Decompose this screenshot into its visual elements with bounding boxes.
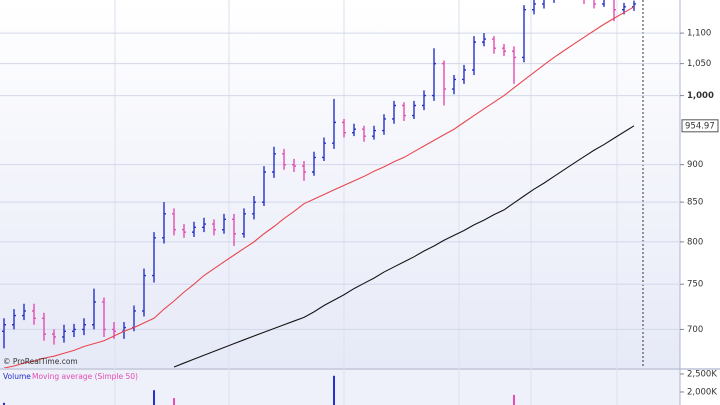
- y-tick-label: 1,100: [687, 29, 711, 39]
- volume-plot: [3, 375, 515, 405]
- ohlc-bar: [172, 208, 176, 236]
- ohlc-bar: [402, 102, 406, 121]
- ohlc-bar: [162, 202, 166, 244]
- ohlc-bar: [62, 324, 66, 343]
- ohlc-bar: [593, 0, 596, 9]
- ohlc-bar: [252, 196, 256, 220]
- volume-bar: [3, 402, 5, 405]
- ohlc-bar: [42, 312, 46, 341]
- ohlc-bar: [602, 0, 605, 7]
- ohlc-bar: [553, 0, 555, 3]
- ohlc-bar: [382, 114, 386, 135]
- credit: © ProRealTime.com: [3, 357, 78, 366]
- ohlc-bar: [482, 33, 486, 47]
- moving-average-line: [173, 125, 635, 368]
- ohlc-bar: [182, 224, 186, 238]
- y-tick-label: 900: [687, 160, 703, 170]
- ohlc-bar: [342, 118, 346, 138]
- y-tick-label: 800: [687, 237, 703, 247]
- last-value-label: 954.97: [685, 121, 715, 131]
- volume-bar: [173, 398, 175, 405]
- ohlc-bar: [452, 74, 456, 95]
- ohlc-bar: [82, 318, 86, 336]
- ohlc-bar: [352, 123, 356, 137]
- y-tick-label: 1,050: [687, 59, 711, 69]
- ohlc-bar: [262, 166, 266, 207]
- ohlc-bar: [242, 208, 246, 238]
- ohlc-bar: [322, 137, 326, 162]
- ohlc-bar: [512, 46, 516, 84]
- ohlc-bar: [2, 318, 6, 349]
- ohlc-bar: [502, 43, 506, 57]
- ohlc-bar: [12, 309, 16, 330]
- ohlc-bar: [432, 48, 436, 101]
- last-value-box: [681, 119, 719, 133]
- y-tick-label: 850: [687, 198, 703, 208]
- ohlc-bar: [282, 148, 286, 170]
- volume-legend: Moving average (Simple 50): [32, 372, 138, 381]
- ohlc-bar: [22, 303, 26, 321]
- ohlc-bar: [32, 303, 36, 325]
- ohlc-bar: [312, 151, 316, 176]
- ohlc-bar: [613, 0, 616, 22]
- ohlc-bar: [583, 0, 585, 4]
- ohlc-bar: [492, 36, 496, 54]
- ohlc-bar: [222, 213, 226, 234]
- ohlc-bar: [422, 90, 426, 111]
- ohlc-bar: [52, 329, 56, 345]
- volume-bar: [153, 390, 155, 405]
- y-tick-label: 1,000: [687, 91, 714, 101]
- ohlc-bar: [142, 268, 146, 317]
- ohlc-bar: [542, 0, 545, 9]
- volume-pane: [0, 370, 680, 405]
- y-tick-label: 2,500K: [687, 369, 717, 379]
- y-tick-label: 700: [687, 325, 703, 335]
- ohlc-bar: [472, 36, 476, 75]
- ohlc-bar: [302, 161, 306, 181]
- ohlc-bar: [522, 5, 526, 63]
- y-tick-label: 750: [687, 280, 703, 290]
- ohlc-bar: [72, 323, 76, 337]
- ohlc-bar: [462, 64, 466, 84]
- ohlc-bar: [202, 217, 206, 233]
- ohlc-bar: [332, 98, 336, 149]
- value-axis: 700 750 800 850 900 1,000 1,050 1,100 2,000K 2,50…: [680, 29, 719, 398]
- volume-title: Volume: [3, 372, 31, 381]
- ohlc-bar: [152, 232, 156, 283]
- volume-bar: [333, 375, 335, 405]
- price-plot: [0, 0, 680, 368]
- ohlc-bar: [532, 0, 536, 15]
- ohlc-bar: [272, 146, 276, 178]
- ohlc-bar: [232, 213, 236, 246]
- y-tick-label: 2,000K: [687, 388, 717, 398]
- ohlc-bar: [102, 297, 106, 337]
- ohlc-bar: [412, 100, 416, 119]
- price-pane: [0, 0, 680, 368]
- moving-average-line: [3, 6, 635, 368]
- ohlc-bar: [392, 100, 396, 124]
- ohlc-bar: [442, 60, 446, 106]
- ohlc-bar: [212, 219, 216, 236]
- ohlc-bar: [372, 125, 376, 140]
- ohlc-bar: [292, 158, 296, 172]
- ohlc-bar: [92, 288, 96, 330]
- ohlc-bar: [192, 221, 196, 237]
- ohlc-bar: [362, 125, 366, 142]
- volume-bar: [513, 394, 515, 405]
